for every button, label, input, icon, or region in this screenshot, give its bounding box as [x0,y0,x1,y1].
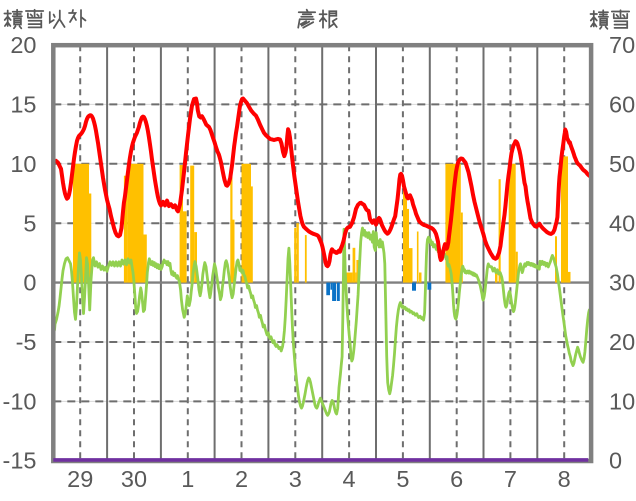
svg-text:40: 40 [609,210,635,236]
svg-text:7: 7 [504,466,517,492]
svg-text:0: 0 [609,448,622,474]
svg-text:2: 2 [235,466,248,492]
svg-text:20: 20 [609,329,635,355]
svg-text:15: 15 [10,92,36,118]
svg-text:10: 10 [609,388,635,414]
svg-text:60: 60 [609,92,635,118]
svg-text:-10: -10 [3,388,37,414]
svg-text:-15: -15 [3,448,37,474]
svg-text:1: 1 [181,466,194,492]
svg-text:29: 29 [67,466,93,492]
svg-text:0: 0 [23,270,36,296]
svg-text:30: 30 [121,466,147,492]
svg-text:-5: -5 [16,329,37,355]
svg-text:30: 30 [609,270,635,296]
svg-text:10: 10 [10,151,36,177]
svg-text:8: 8 [558,466,571,492]
svg-text:5: 5 [23,210,36,236]
svg-text:50: 50 [609,151,635,177]
svg-text:20: 20 [10,32,36,58]
svg-text:5: 5 [396,466,409,492]
svg-text:4: 4 [343,466,356,492]
svg-text:6: 6 [450,466,463,492]
svg-text:3: 3 [289,466,302,492]
svg-text:70: 70 [609,32,635,58]
